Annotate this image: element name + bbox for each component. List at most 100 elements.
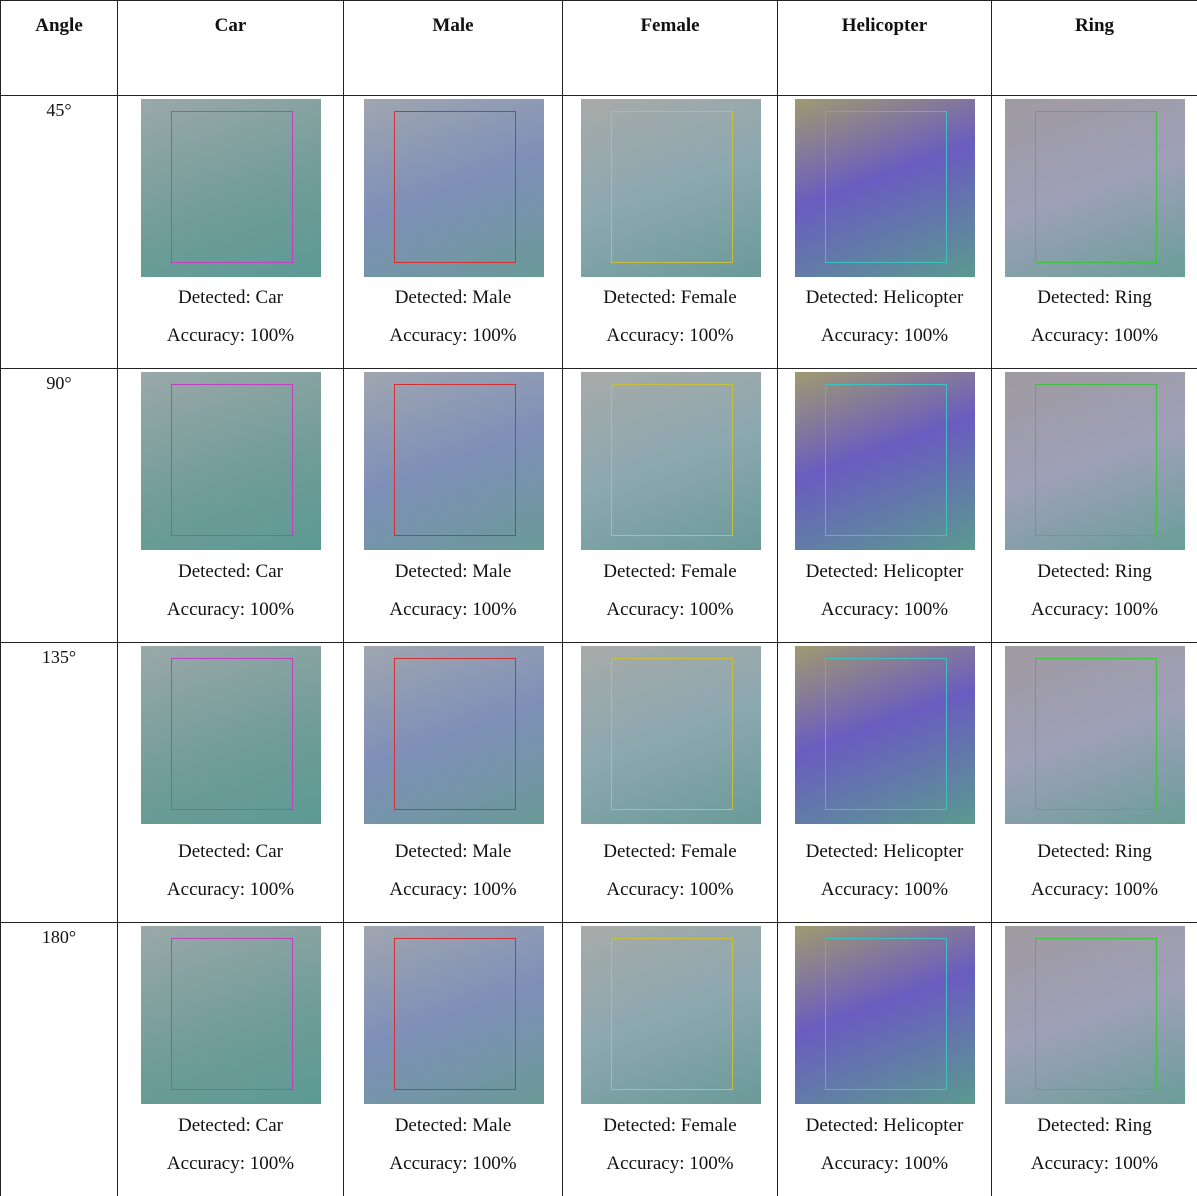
accuracy-label: Accuracy: 100% bbox=[563, 325, 777, 347]
header-cell: Female bbox=[563, 1, 778, 96]
detected-label: Detected: Male bbox=[344, 561, 562, 583]
detection-image bbox=[795, 926, 975, 1104]
accuracy-label: Accuracy: 100% bbox=[992, 325, 1197, 347]
result-cell: Detected: Helicopter Accuracy: 100% bbox=[778, 96, 992, 369]
detection-image bbox=[1005, 926, 1185, 1104]
accuracy-label: Accuracy: 100% bbox=[118, 879, 343, 901]
bounding-box bbox=[171, 111, 293, 263]
angle-cell: 90° bbox=[1, 369, 118, 643]
detection-image bbox=[364, 372, 544, 550]
result-cell: Detected: Ring Accuracy: 100% bbox=[992, 369, 1197, 643]
detected-label: Detected: Ring bbox=[992, 287, 1197, 309]
detected-label: Detected: Helicopter bbox=[778, 287, 991, 309]
detected-label: Detected: Female bbox=[563, 1115, 777, 1137]
bounding-box bbox=[171, 938, 293, 1090]
detected-label: Detected: Female bbox=[563, 287, 777, 309]
result-cell: Detected: Female Accuracy: 100% bbox=[563, 96, 778, 369]
detection-image bbox=[795, 99, 975, 277]
bounding-box bbox=[394, 658, 516, 810]
accuracy-label: Accuracy: 100% bbox=[344, 1153, 562, 1175]
detected-label: Detected: Helicopter bbox=[778, 841, 991, 863]
result-cell: Detected: Female Accuracy: 100% bbox=[563, 369, 778, 643]
detected-label: Detected: Male bbox=[344, 287, 562, 309]
detected-label: Detected: Male bbox=[344, 841, 562, 863]
result-cell: Detected: Female Accuracy: 100% bbox=[563, 643, 778, 923]
detection-image bbox=[141, 646, 321, 824]
detection-image bbox=[141, 926, 321, 1104]
bounding-box bbox=[171, 658, 293, 810]
detection-image bbox=[581, 99, 761, 277]
detection-image bbox=[364, 646, 544, 824]
detection-image bbox=[795, 372, 975, 550]
detection-image bbox=[1005, 646, 1185, 824]
accuracy-label: Accuracy: 100% bbox=[992, 599, 1197, 621]
detection-image bbox=[364, 926, 544, 1104]
detected-label: Detected: Ring bbox=[992, 561, 1197, 583]
angle-cell: 45° bbox=[1, 96, 118, 369]
detected-label: Detected: Female bbox=[563, 841, 777, 863]
result-cell: Detected: Car Accuracy: 100% bbox=[118, 923, 344, 1196]
accuracy-label: Accuracy: 100% bbox=[118, 599, 343, 621]
angle-cell: 180° bbox=[1, 923, 118, 1196]
accuracy-label: Accuracy: 100% bbox=[118, 1153, 343, 1175]
bounding-box bbox=[1035, 111, 1157, 263]
accuracy-label: Accuracy: 100% bbox=[778, 325, 991, 347]
result-cell: Detected: Car Accuracy: 100% bbox=[118, 643, 344, 923]
detection-image bbox=[581, 926, 761, 1104]
bounding-box bbox=[611, 111, 733, 263]
header-cell: Angle bbox=[1, 1, 118, 96]
bounding-box bbox=[394, 938, 516, 1090]
result-cell: Detected: Helicopter Accuracy: 100% bbox=[778, 923, 992, 1196]
result-cell: Detected: Ring Accuracy: 100% bbox=[992, 643, 1197, 923]
bounding-box bbox=[611, 384, 733, 536]
detection-image bbox=[581, 372, 761, 550]
bounding-box bbox=[611, 658, 733, 810]
result-cell: Detected: Helicopter Accuracy: 100% bbox=[778, 643, 992, 923]
accuracy-label: Accuracy: 100% bbox=[563, 879, 777, 901]
header-cell: Car bbox=[118, 1, 344, 96]
accuracy-label: Accuracy: 100% bbox=[778, 1153, 991, 1175]
result-cell: Detected: Male Accuracy: 100% bbox=[344, 96, 563, 369]
detection-image bbox=[1005, 99, 1185, 277]
bounding-box bbox=[825, 938, 947, 1090]
bounding-box bbox=[394, 111, 516, 263]
detection-image bbox=[141, 99, 321, 277]
detected-label: Detected: Car bbox=[118, 287, 343, 309]
detection-image bbox=[1005, 372, 1185, 550]
result-cell: Detected: Car Accuracy: 100% bbox=[118, 369, 344, 643]
accuracy-label: Accuracy: 100% bbox=[118, 325, 343, 347]
detection-image bbox=[364, 99, 544, 277]
result-cell: Detected: Male Accuracy: 100% bbox=[344, 369, 563, 643]
bounding-box bbox=[394, 384, 516, 536]
bounding-box bbox=[1035, 938, 1157, 1090]
accuracy-label: Accuracy: 100% bbox=[778, 879, 991, 901]
detection-image bbox=[795, 646, 975, 824]
accuracy-label: Accuracy: 100% bbox=[344, 599, 562, 621]
accuracy-label: Accuracy: 100% bbox=[563, 599, 777, 621]
header-cell: Helicopter bbox=[778, 1, 992, 96]
detection-image bbox=[581, 646, 761, 824]
detected-label: Detected: Car bbox=[118, 1115, 343, 1137]
header-cell: Ring bbox=[992, 1, 1197, 96]
accuracy-label: Accuracy: 100% bbox=[344, 325, 562, 347]
bounding-box bbox=[825, 111, 947, 263]
accuracy-label: Accuracy: 100% bbox=[778, 599, 991, 621]
detected-label: Detected: Helicopter bbox=[778, 1115, 991, 1137]
bounding-box bbox=[1035, 658, 1157, 810]
detected-label: Detected: Ring bbox=[992, 1115, 1197, 1137]
bounding-box bbox=[825, 658, 947, 810]
detected-label: Detected: Female bbox=[563, 561, 777, 583]
header-cell: Male bbox=[344, 1, 563, 96]
bounding-box bbox=[825, 384, 947, 536]
detected-label: Detected: Car bbox=[118, 841, 343, 863]
detected-label: Detected: Car bbox=[118, 561, 343, 583]
accuracy-label: Accuracy: 100% bbox=[344, 879, 562, 901]
bounding-box bbox=[611, 938, 733, 1090]
page: AngleCarMaleFemaleHelicopterRing45°Detec… bbox=[0, 0, 1197, 1196]
detected-label: Detected: Ring bbox=[992, 841, 1197, 863]
bounding-box bbox=[171, 384, 293, 536]
accuracy-label: Accuracy: 100% bbox=[992, 879, 1197, 901]
